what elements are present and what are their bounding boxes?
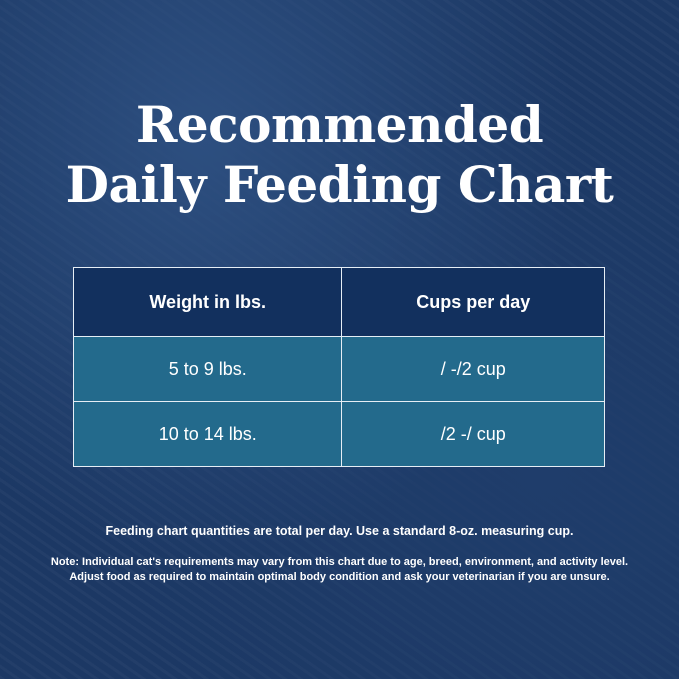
cell-weight: 10 to 14 lbs. xyxy=(72,401,343,467)
header-weight: Weight in lbs. xyxy=(72,267,343,337)
cell-cups: / -/2 cup xyxy=(341,336,605,402)
header-cups: Cups per day xyxy=(341,267,605,337)
feeding-note: Feeding chart quantities are total per d… xyxy=(105,524,574,538)
page-title: Recommended Daily Feeding Chart xyxy=(0,95,679,215)
table-row: 10 to 14 lbs. /2 -/ cup xyxy=(72,401,605,467)
cell-cups: /2 -/ cup xyxy=(341,401,605,467)
table-header-row: Weight in lbs. Cups per day xyxy=(72,267,605,337)
title-line-1: Recommended xyxy=(135,95,544,154)
cell-weight: 5 to 9 lbs. xyxy=(72,336,343,402)
table-row: 5 to 9 lbs. / -/2 cup xyxy=(72,336,605,402)
feeding-table: Weight in lbs. Cups per day 5 to 9 lbs. … xyxy=(72,267,605,467)
disclaimer-line-1: Note: Individual cat's requirements may … xyxy=(50,556,629,568)
disclaimer-note: Note: Individual cat's requirements may … xyxy=(0,555,679,585)
disclaimer-line-2: Adjust food as required to maintain opti… xyxy=(69,571,610,583)
title-line-2: Daily Feeding Chart xyxy=(65,155,614,214)
